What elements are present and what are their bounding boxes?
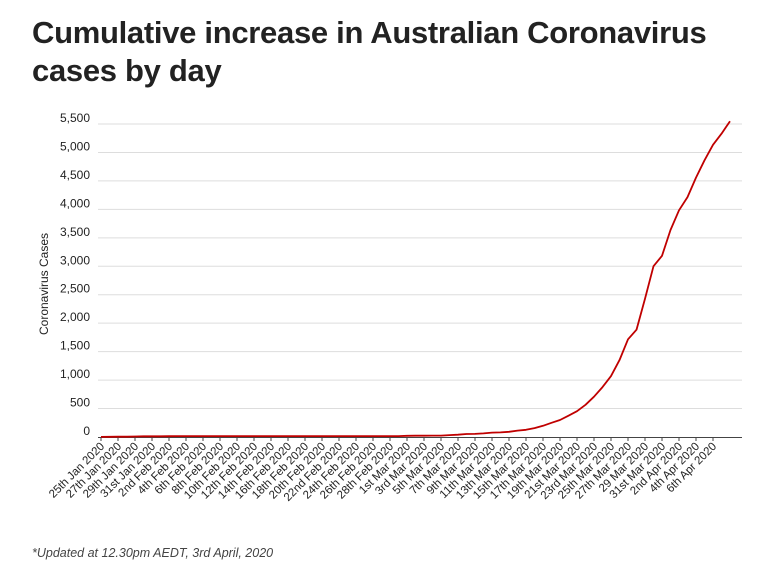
y-tick-label: 1,500: [60, 339, 90, 353]
y-tick-label: 3,000: [60, 253, 90, 267]
y-tick-label: 2,500: [60, 282, 90, 296]
gridlines: [98, 123, 742, 410]
y-axis-ticks: 0 500 1,000 1,500 2,000 2,500 3,000 3,500 4,000 4…: [60, 111, 90, 438]
y-tick-label: 2,000: [60, 310, 90, 324]
chart-title: Cumulative increase in Australian Corona…: [32, 15, 707, 88]
y-tick-label: 5,000: [60, 139, 90, 153]
y-axis-label: Coronavirus Cases: [37, 233, 51, 335]
y-tick-label: 4,000: [60, 196, 90, 210]
y-tick-label: 5,500: [60, 111, 90, 125]
y-tick-label: 1,000: [60, 367, 90, 381]
y-tick-label: 3,500: [60, 225, 90, 239]
footnote: *Updated at 12.30pm AEDT, 3rd April, 202…: [32, 546, 274, 560]
y-tick-label: 0: [83, 424, 90, 438]
y-tick-label: 500: [70, 396, 90, 410]
series-line: [100, 120, 731, 438]
y-tick-label: 4,500: [60, 168, 90, 182]
